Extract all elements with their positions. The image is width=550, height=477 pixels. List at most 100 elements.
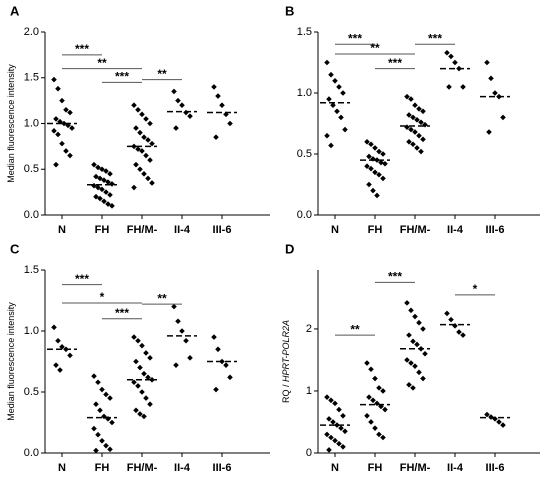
x-tick-label: III-6 <box>213 224 232 236</box>
data-point <box>91 161 97 168</box>
data-point <box>103 391 109 398</box>
data-point <box>61 120 67 127</box>
data-point <box>410 114 416 121</box>
data-point <box>51 128 57 134</box>
data-point <box>219 102 225 108</box>
data-point <box>227 374 233 381</box>
data-point <box>336 406 342 413</box>
data-point <box>171 303 177 310</box>
data-point <box>99 166 105 173</box>
data-point <box>422 350 428 357</box>
data-point <box>211 334 217 340</box>
data-point <box>145 175 151 182</box>
significance-label: *** <box>388 270 402 284</box>
data-point <box>364 360 370 366</box>
data-point <box>380 175 386 182</box>
significance-label: *** <box>115 306 129 320</box>
data-point <box>410 385 416 391</box>
data-point <box>51 324 57 331</box>
data-point <box>109 181 115 187</box>
data-point <box>378 159 384 166</box>
data-point <box>55 337 61 344</box>
data-point <box>404 300 410 306</box>
data-point <box>444 49 450 56</box>
y-axis-label: RQ / HPRT-POLR2A <box>281 320 291 403</box>
data-point <box>97 195 103 202</box>
significance-label: *** <box>388 56 402 70</box>
data-point <box>408 360 414 366</box>
data-point <box>187 355 193 361</box>
data-point <box>500 422 506 428</box>
panel: A Median fluorescence intensity 0.0 0.5 1.0 1… <box>6 3 270 236</box>
data-point <box>57 367 63 373</box>
data-point <box>368 419 374 425</box>
data-point <box>460 84 466 90</box>
data-point <box>139 389 145 395</box>
data-point <box>53 116 59 122</box>
panel-letter: B <box>285 3 294 18</box>
data-point <box>336 440 342 447</box>
data-point <box>173 362 179 368</box>
significance-label: *** <box>428 31 442 45</box>
data-point <box>67 352 73 359</box>
data-point <box>99 386 105 393</box>
y-tick-label: 1.5 <box>24 72 39 84</box>
data-point <box>414 145 420 151</box>
data-point <box>147 120 153 127</box>
data-point <box>366 153 372 160</box>
data-point <box>372 169 378 176</box>
data-point <box>131 334 137 340</box>
data-point <box>492 90 498 96</box>
panel-letter: A <box>10 3 20 18</box>
significance-label: *** <box>348 31 362 45</box>
significance-label: * <box>473 282 478 296</box>
data-point <box>364 412 370 419</box>
x-tick-label: III-6 <box>486 224 505 236</box>
data-point <box>51 76 57 83</box>
data-point <box>370 187 376 194</box>
data-point <box>370 397 376 404</box>
data-point <box>69 125 75 131</box>
data-point <box>135 337 141 344</box>
data-point <box>444 310 450 317</box>
data-point <box>211 84 217 90</box>
data-point <box>101 413 107 420</box>
panel-letter: C <box>10 241 20 256</box>
data-point <box>414 117 420 123</box>
data-point <box>340 412 346 419</box>
data-point <box>372 145 378 151</box>
data-point <box>334 108 340 115</box>
data-point <box>484 411 490 418</box>
data-point <box>131 143 137 150</box>
data-point <box>93 401 99 407</box>
data-point <box>53 161 59 168</box>
data-point <box>414 341 420 348</box>
significance-label: ** <box>97 56 107 70</box>
y-tick-label: 1.5 <box>297 26 312 38</box>
data-point <box>372 425 378 431</box>
significance-label: * <box>100 290 105 304</box>
data-point <box>133 161 139 168</box>
data-point <box>340 443 346 450</box>
data-point <box>336 84 342 90</box>
data-point <box>147 355 153 361</box>
data-point <box>147 157 153 163</box>
significance-label: ** <box>370 41 380 55</box>
data-point <box>364 139 370 145</box>
data-point <box>93 173 99 180</box>
x-tick-label: FH/M- <box>400 224 431 236</box>
data-point <box>183 109 189 116</box>
data-point <box>324 59 330 66</box>
data-point <box>143 395 149 401</box>
data-point <box>488 75 494 82</box>
y-tick-label: 0.5 <box>297 148 312 160</box>
data-point <box>368 366 374 373</box>
data-point <box>215 346 221 353</box>
data-point <box>418 119 424 126</box>
x-tick-label: FH <box>368 224 383 236</box>
data-point <box>326 96 332 102</box>
y-axis-label-part: Median fluorescence intensity <box>6 64 16 183</box>
data-point <box>95 164 101 171</box>
data-point <box>366 394 372 400</box>
